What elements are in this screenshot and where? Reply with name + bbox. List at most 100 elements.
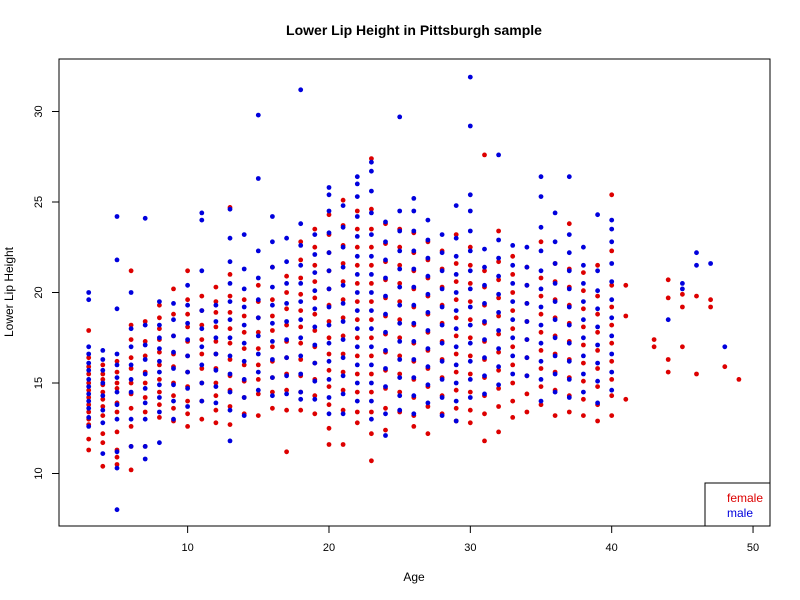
female-point xyxy=(467,317,473,323)
male-point xyxy=(354,272,360,277)
female-point xyxy=(425,404,431,409)
male-point xyxy=(369,362,374,368)
female-point xyxy=(453,297,459,303)
male-point xyxy=(298,335,304,341)
male-point xyxy=(397,302,403,308)
male-point xyxy=(397,357,403,362)
male-point xyxy=(284,319,289,324)
male-point xyxy=(270,239,275,245)
male-point xyxy=(482,282,487,288)
female-point xyxy=(397,353,403,359)
male-point xyxy=(270,375,275,380)
male-point xyxy=(411,357,417,362)
male-point xyxy=(199,344,205,350)
male-point xyxy=(425,346,431,351)
male-point xyxy=(496,237,501,243)
male-point xyxy=(609,369,615,375)
male-point xyxy=(312,342,318,348)
male-point xyxy=(142,456,148,462)
male-point xyxy=(581,317,586,323)
male-point xyxy=(482,391,487,397)
male-point xyxy=(496,273,501,279)
female-point xyxy=(86,402,92,408)
male-point xyxy=(552,281,558,286)
male-point xyxy=(411,284,417,290)
male-point xyxy=(538,304,544,310)
male-point xyxy=(383,239,388,245)
male-point xyxy=(609,217,615,223)
male-point xyxy=(439,250,445,256)
male-point xyxy=(185,353,191,359)
male-point xyxy=(298,396,304,402)
male-point xyxy=(270,357,275,362)
male-point xyxy=(609,226,615,232)
male-point xyxy=(86,360,92,366)
female-point xyxy=(354,371,360,377)
female-point xyxy=(510,290,516,295)
male-point xyxy=(609,315,615,321)
female-point xyxy=(255,346,261,351)
male-point xyxy=(552,239,558,245)
male-point xyxy=(128,362,134,368)
male-point xyxy=(326,411,332,417)
female-point xyxy=(100,389,106,395)
male-point xyxy=(369,380,374,386)
male-point xyxy=(326,377,332,382)
female-point xyxy=(326,319,332,324)
male-point xyxy=(114,449,120,455)
male-point xyxy=(142,215,148,221)
male-point xyxy=(86,405,92,411)
male-point xyxy=(439,232,445,238)
male-point xyxy=(369,210,374,216)
male-point xyxy=(552,299,558,304)
x-tick-label: 30 xyxy=(464,542,476,554)
female-point xyxy=(510,380,516,386)
female-point xyxy=(496,404,501,409)
female-point xyxy=(312,295,318,301)
male-point xyxy=(552,317,558,323)
female-point xyxy=(595,418,600,424)
female-point xyxy=(340,333,346,339)
female-point xyxy=(453,279,459,284)
female-point xyxy=(397,335,403,341)
female-point xyxy=(340,279,346,284)
female-point xyxy=(496,259,501,265)
female-point xyxy=(397,389,403,395)
male-point xyxy=(566,286,572,292)
male-point xyxy=(354,308,360,313)
male-point xyxy=(425,310,431,315)
female-point xyxy=(397,371,403,377)
male-point xyxy=(241,304,247,310)
male-point xyxy=(383,348,388,353)
female-point xyxy=(595,311,600,317)
male-point xyxy=(595,378,600,384)
male-point xyxy=(114,389,120,395)
male-point xyxy=(255,387,261,393)
female-point xyxy=(270,389,275,395)
female-point xyxy=(86,387,92,393)
male-point xyxy=(383,329,388,335)
female-point xyxy=(609,322,615,328)
male-point xyxy=(680,281,685,286)
female-point xyxy=(157,362,162,368)
male-point xyxy=(538,248,544,254)
female-point xyxy=(510,272,516,277)
female-point xyxy=(496,429,501,435)
male-point xyxy=(566,340,572,346)
y-tick-label: 10 xyxy=(33,467,45,479)
female-point xyxy=(86,447,92,453)
male-point xyxy=(100,451,106,456)
male-point xyxy=(425,255,431,261)
male-point xyxy=(171,333,176,339)
female-point xyxy=(86,371,92,377)
female-point xyxy=(609,304,615,310)
female-point xyxy=(157,377,162,382)
male-point xyxy=(369,272,374,277)
female-point xyxy=(467,371,473,377)
male-point xyxy=(157,322,162,328)
female-point xyxy=(157,402,162,408)
male-point xyxy=(312,324,318,330)
male-point xyxy=(354,326,360,332)
male-point xyxy=(510,371,516,377)
female-point xyxy=(326,212,332,218)
